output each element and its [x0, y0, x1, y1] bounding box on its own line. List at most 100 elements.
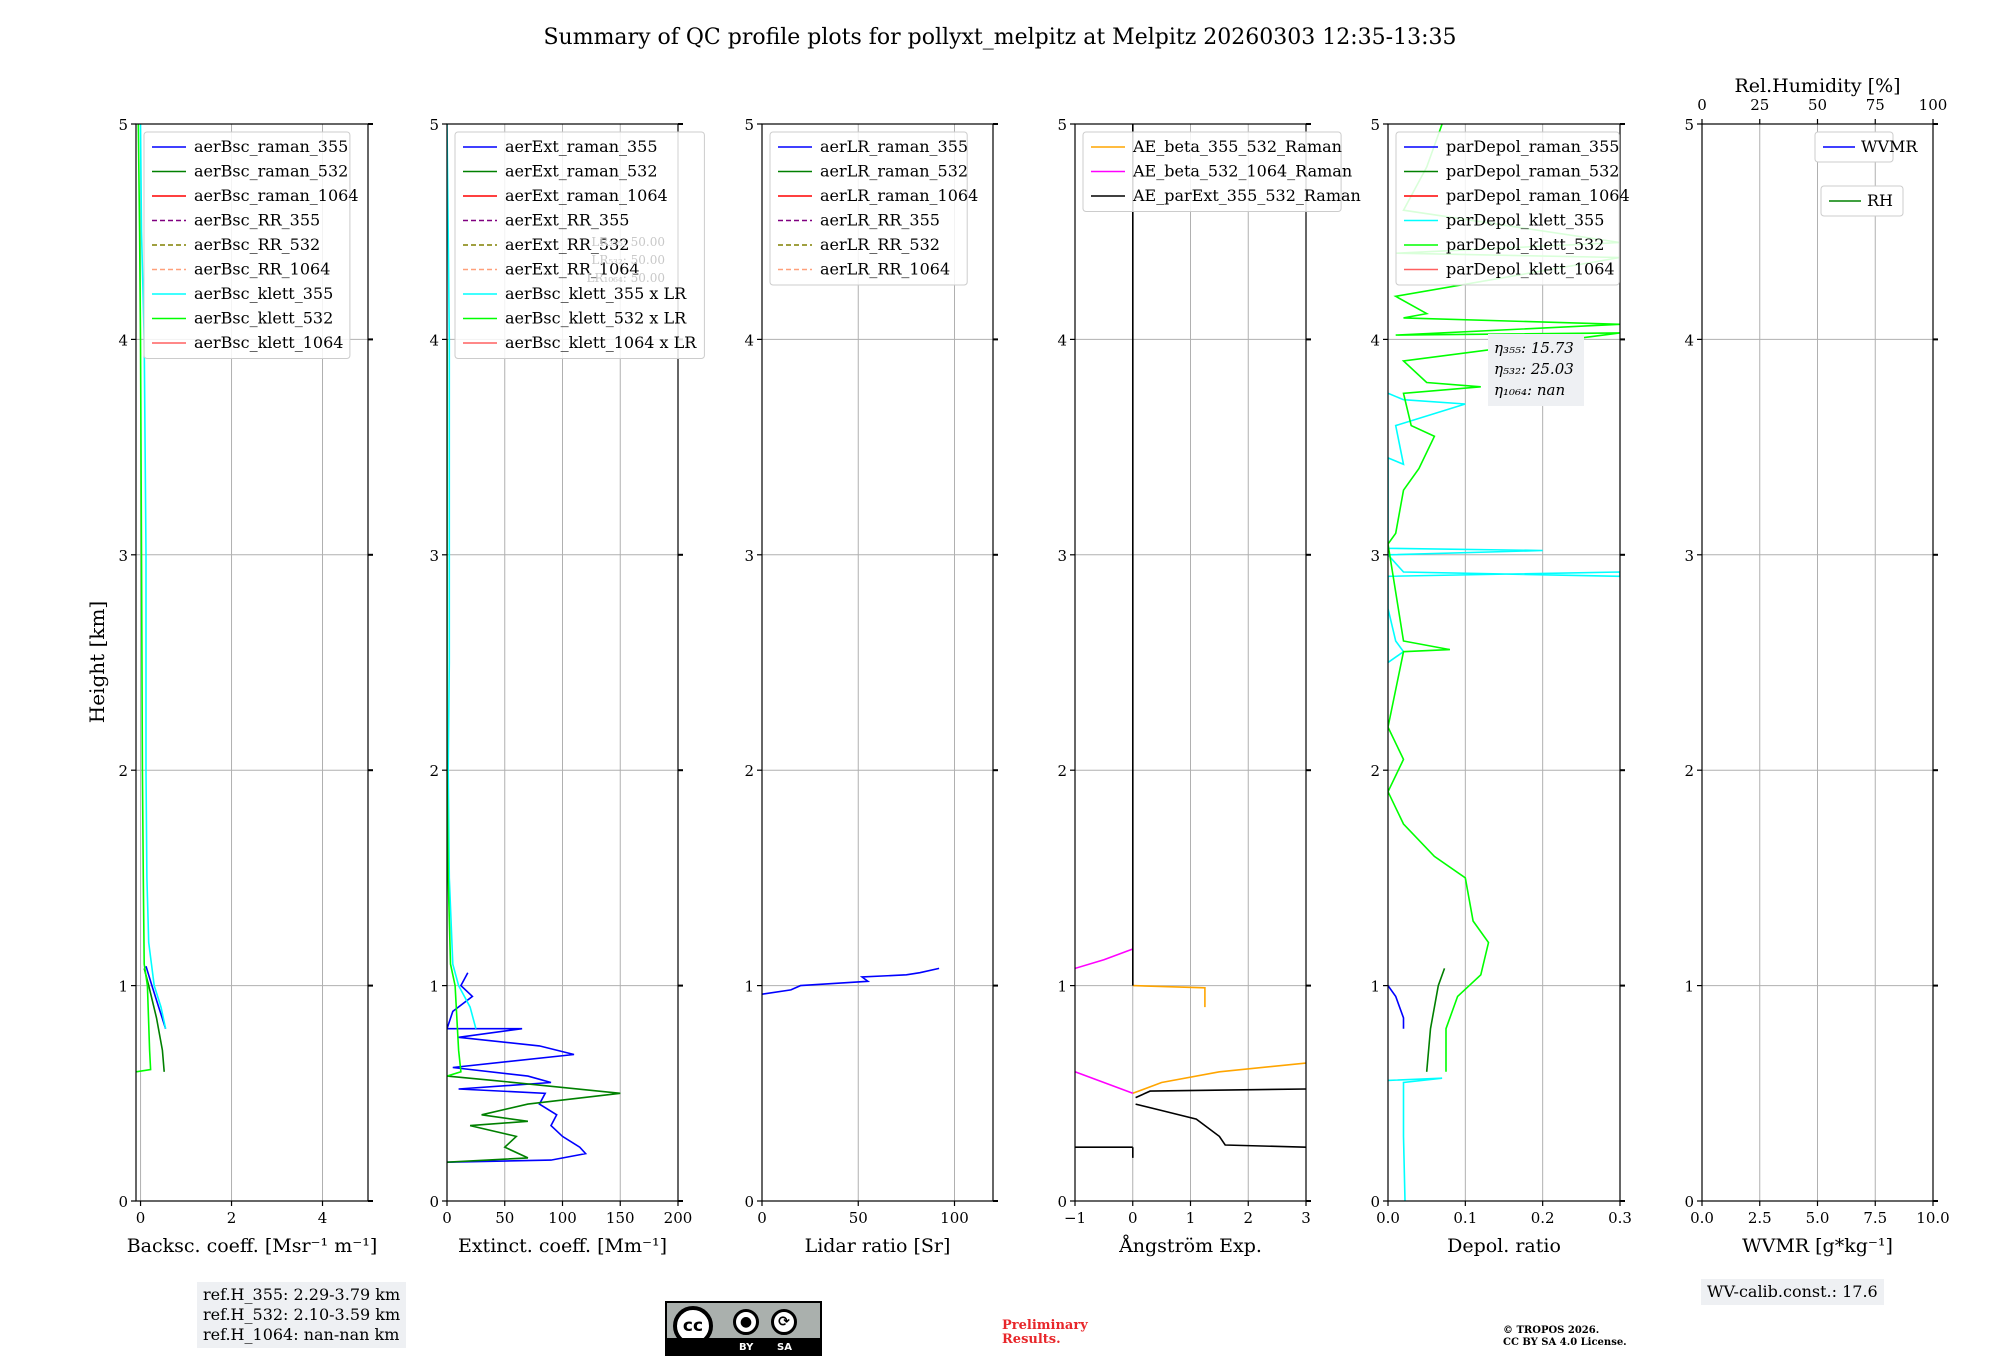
x-tick-label: 10.0	[1916, 1209, 1949, 1227]
preliminary-line-1: Preliminary	[1002, 1318, 1088, 1333]
x-tick-label: 2	[1243, 1209, 1253, 1227]
y-tick-label: 3	[429, 547, 439, 565]
y-tick-label: 2	[118, 762, 128, 780]
lr-annotation-faint: LR₅₃₂: 50.00	[591, 253, 665, 267]
ref-height-355: ref.H_355: 2.29-3.79 km	[203, 1285, 401, 1304]
legend-label: aerBsc_RR_355	[194, 211, 320, 230]
y-tick-label: 1	[1684, 978, 1694, 996]
legend-box	[1395, 131, 1620, 286]
y-tick-label: 1	[1057, 978, 1067, 996]
series-line-parDepol_klett_532	[1388, 124, 1620, 1072]
x-tick-label: −1	[1064, 1209, 1086, 1227]
y-tick-label: 0	[744, 1193, 754, 1211]
x2-axis-label: Rel.Humidity [%]	[1734, 75, 1900, 97]
eta-annotation-line: η₃₅₅: 15.73	[1494, 339, 1574, 357]
legend-label: aerBsc_klett_532 x LR	[505, 309, 687, 328]
legend-label: aerBsc_klett_1064	[194, 333, 343, 352]
y-tick-label: 4	[1370, 331, 1380, 349]
legend-label: aerExt_RR_355	[505, 211, 629, 230]
y-tick-label: 1	[1370, 978, 1380, 996]
series-line-aerBsc_klett_532	[136, 124, 152, 1073]
x-tick-label: 0.0	[1690, 1209, 1714, 1227]
series-line-aerBsc_klett_532 x LR	[447, 339, 462, 1077]
y-tick-label: 3	[118, 547, 128, 565]
by-label: BY	[739, 1342, 754, 1353]
x-axis-label: Ångström Exp.	[1118, 1235, 1262, 1257]
x2-tick-label: 50	[1808, 96, 1827, 114]
series-line-AE_parExt_355_532_Raman	[1075, 124, 1306, 1158]
legend-label: aerExt_raman_532	[505, 162, 658, 181]
legend-label: aerBsc_klett_532	[194, 309, 333, 328]
lr-annotation-faint: LR₁₀₆₄: 50.00	[587, 271, 665, 285]
y-tick-label: 5	[429, 116, 439, 134]
panel-depolarization	[1383, 123, 1625, 1206]
legend-label: parDepol_klett_1064	[1446, 260, 1615, 279]
reference-heights-box: ref.H_355: 2.29-3.79 km ref.H_532: 2.10-…	[197, 1282, 407, 1348]
legend-label: aerBsc_klett_355 x LR	[505, 284, 687, 303]
legend-label: aerExt_raman_355	[505, 137, 658, 156]
legend-label: aerLR_RR_355	[820, 211, 940, 230]
legend-box	[454, 131, 705, 359]
y-tick-label: 4	[429, 331, 439, 349]
x-axis-label: Extinct. coeff. [Mm⁻¹]	[458, 1235, 667, 1257]
x-axis-label: WVMR [g*kg⁻¹]	[1742, 1235, 1893, 1257]
legend-label: WVMR	[1861, 137, 1918, 156]
legend-label: aerBsc_raman_1064	[194, 186, 359, 205]
y-tick-label: 4	[118, 331, 128, 349]
legend-label: parDepol_raman_1064	[1446, 186, 1630, 205]
copyright-line-1: © TROPOS 2026.	[1503, 1325, 1600, 1336]
legend-label: aerLR_RR_532	[820, 235, 940, 254]
ref-height-1064: ref.H_1064: nan-nan km	[203, 1325, 400, 1344]
x-tick-label: 2	[227, 1209, 237, 1227]
x-tick-label: 100	[548, 1209, 577, 1227]
series-line-aerLR_raman_355	[762, 967, 940, 995]
series-line-aerExt_raman_355	[447, 972, 588, 1163]
x2-tick-label: 75	[1866, 96, 1885, 114]
legend-label: aerBsc_raman_355	[194, 137, 348, 156]
x-tick-label: 100	[940, 1209, 969, 1227]
legend-label: aerExt_RR_1064	[505, 260, 640, 279]
legend-box	[1082, 131, 1342, 212]
series-line-parDepol_raman_532	[1425, 968, 1446, 1072]
panel-backscatter	[131, 123, 373, 1206]
x-tick-label: 7.5	[1863, 1209, 1887, 1227]
legend-label: aerBsc_RR_1064	[194, 260, 330, 279]
legend-label: aerBsc_RR_532	[194, 235, 320, 254]
cc-license-badge: cc ● ⟳ BY SA	[665, 1301, 822, 1356]
y-tick-label: 5	[1370, 116, 1380, 134]
legend-label: parDepol_klett_355	[1446, 211, 1604, 230]
y-tick-label: 4	[744, 331, 754, 349]
preliminary-note: Preliminary Results.	[1002, 1319, 1088, 1347]
x-tick-label: 50	[495, 1209, 514, 1227]
legend-label: parDepol_raman_532	[1446, 162, 1619, 181]
series-group	[447, 124, 621, 1163]
legend-label: aerBsc_raman_532	[194, 162, 348, 181]
legend-label: aerExt_RR_532	[505, 235, 629, 254]
y-tick-label: 0	[118, 1193, 128, 1211]
axes-frame	[1387, 123, 1621, 1202]
series-line-aerBsc_raman_355	[145, 965, 167, 1029]
y-tick-label: 5	[744, 116, 754, 134]
figure-title: Summary of QC profile plots for pollyxt_…	[543, 25, 1456, 50]
eta-annotation-line: η₁₀₆₄: nan	[1494, 381, 1565, 399]
y-tick-label: 0	[1370, 1193, 1380, 1211]
copyright-note: © TROPOS 2026. CC BY SA 4.0 License.	[1503, 1325, 1627, 1349]
ref-height-532: ref.H_532: 2.10-3.59 km	[203, 1305, 401, 1324]
legend-label: aerLR_raman_532	[820, 162, 968, 181]
legend-label: aerLR_RR_1064	[820, 260, 950, 279]
y-tick-label: 1	[429, 978, 439, 996]
y-tick-label: 3	[744, 547, 754, 565]
legend-label: AE_parExt_355_532_Raman	[1132, 186, 1361, 205]
axes-frame	[761, 123, 994, 1202]
axes-frame	[135, 123, 369, 1202]
series-line-parDepol_klett_355	[1388, 392, 1620, 1201]
by-person-icon: ●	[733, 1309, 759, 1335]
preliminary-line-2: Results.	[1002, 1332, 1061, 1347]
legend-label: RH	[1867, 191, 1893, 210]
x-axis-label: Depol. ratio	[1447, 1235, 1561, 1257]
legend-label: AE_beta_355_532_Raman	[1132, 137, 1342, 156]
series-line-AE_beta_355_532_Raman	[1132, 984, 1306, 1095]
x-tick-label: 2.5	[1748, 1209, 1772, 1227]
x-tick-label: 0	[757, 1209, 767, 1227]
x-axis-label: Lidar ratio [Sr]	[805, 1235, 951, 1257]
